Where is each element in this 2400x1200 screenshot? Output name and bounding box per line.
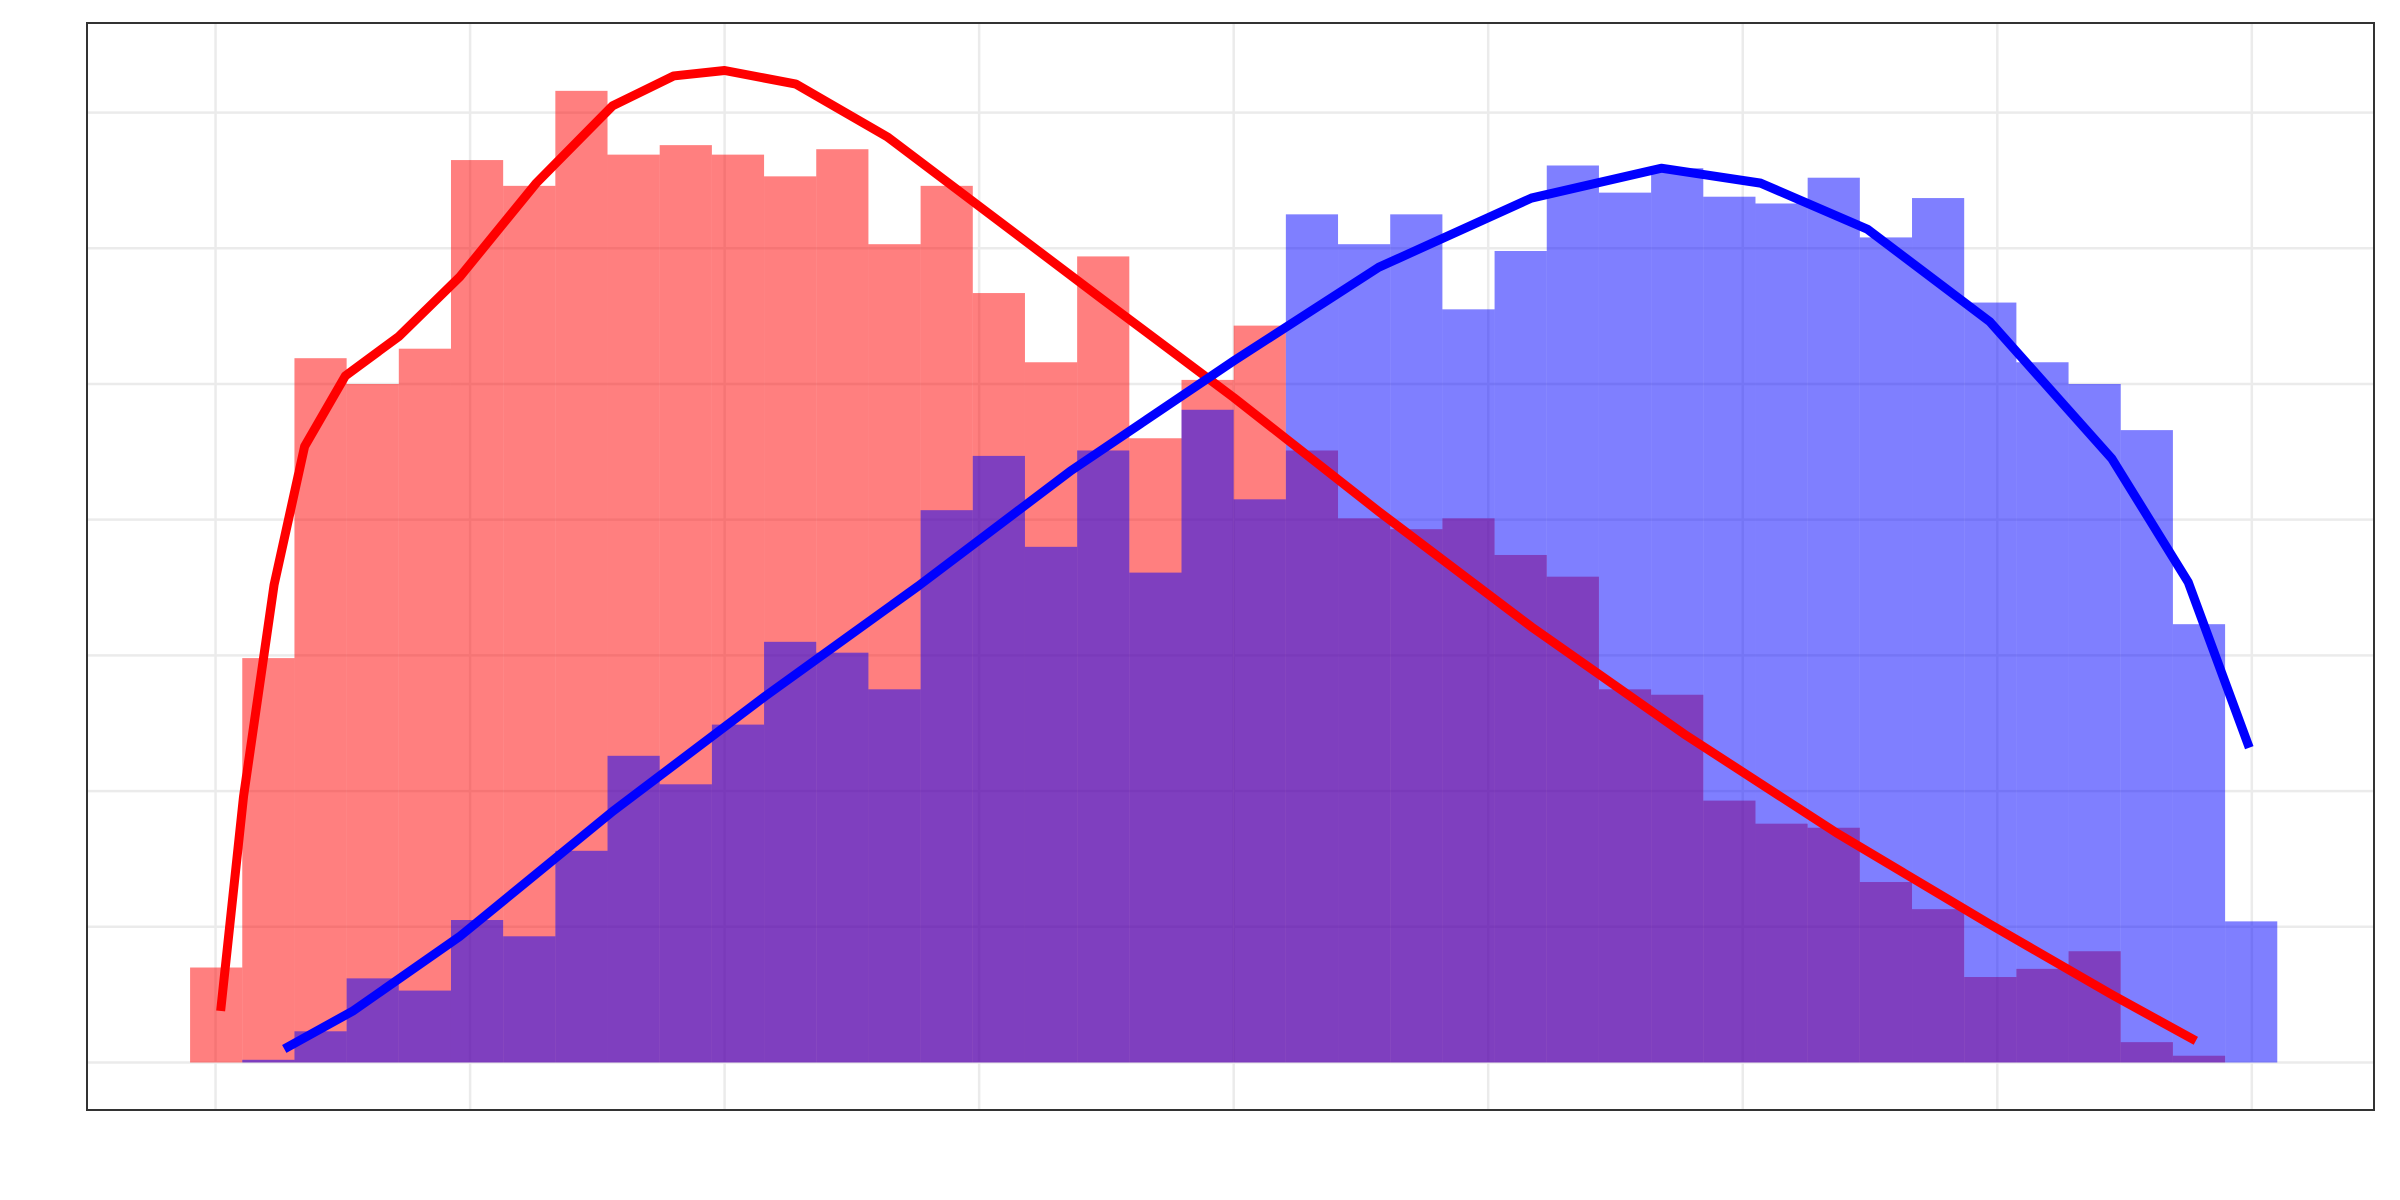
histogram-bar: [2172, 624, 2226, 1063]
histogram-bar: [816, 652, 869, 1063]
histogram-bar: [1233, 499, 1286, 1063]
histogram-bar: [1703, 196, 1756, 1063]
histogram-bar: [1442, 309, 1495, 1063]
histogram-bar: [190, 967, 243, 1063]
histogram-bar: [607, 755, 660, 1063]
density-curve: [216, 65, 2198, 1045]
histogram-bar: [920, 510, 973, 1063]
histogram-bar: [503, 936, 556, 1063]
density-curve: [282, 163, 2254, 1053]
histogram-bar: [868, 689, 921, 1063]
histogram-bar: [1024, 546, 1078, 1063]
histogram-bar: [972, 455, 1025, 1063]
histogram-bar: [1598, 192, 1652, 1063]
histogram-bar: [711, 724, 765, 1063]
histogram-bar: [1285, 214, 1339, 1063]
histogram-bar: [1494, 250, 1547, 1063]
histogram-bar: [1651, 168, 1704, 1063]
histogram-bar: [398, 990, 451, 1063]
panel-border: [86, 22, 2375, 1111]
histogram-bar: [503, 185, 556, 1063]
histogram-bar: [1077, 450, 1130, 1063]
histogram-bar: [2120, 430, 2173, 1063]
histogram-bar: [346, 383, 399, 1063]
histogram-bar: [555, 850, 608, 1063]
plot-area: [87, 23, 2374, 1110]
histogram-bar: [1338, 244, 1391, 1063]
histogram-bar: [1390, 214, 1443, 1063]
histogram-bar: [1129, 572, 1182, 1063]
histogram-bar: [346, 978, 399, 1063]
histogram-bar: [2068, 383, 2121, 1063]
histogram-bar: [1546, 165, 1599, 1063]
histogram-bar: [294, 358, 347, 1063]
histogram-bar: [1181, 409, 1234, 1063]
histogram-bar: [242, 658, 295, 1063]
histogram-bar: [1964, 302, 2017, 1063]
histogram-bar: [450, 920, 504, 1063]
histogram-bar: [2225, 921, 2278, 1063]
histogram-bar: [1912, 198, 1965, 1063]
histogram-bar: [659, 784, 712, 1063]
histogram-bar: [1859, 237, 1913, 1063]
histogram-bar: [1807, 177, 1860, 1063]
histogram-bar: [242, 1059, 295, 1063]
histogram-bar: [1755, 203, 1808, 1063]
histogram-bar: [764, 641, 817, 1063]
